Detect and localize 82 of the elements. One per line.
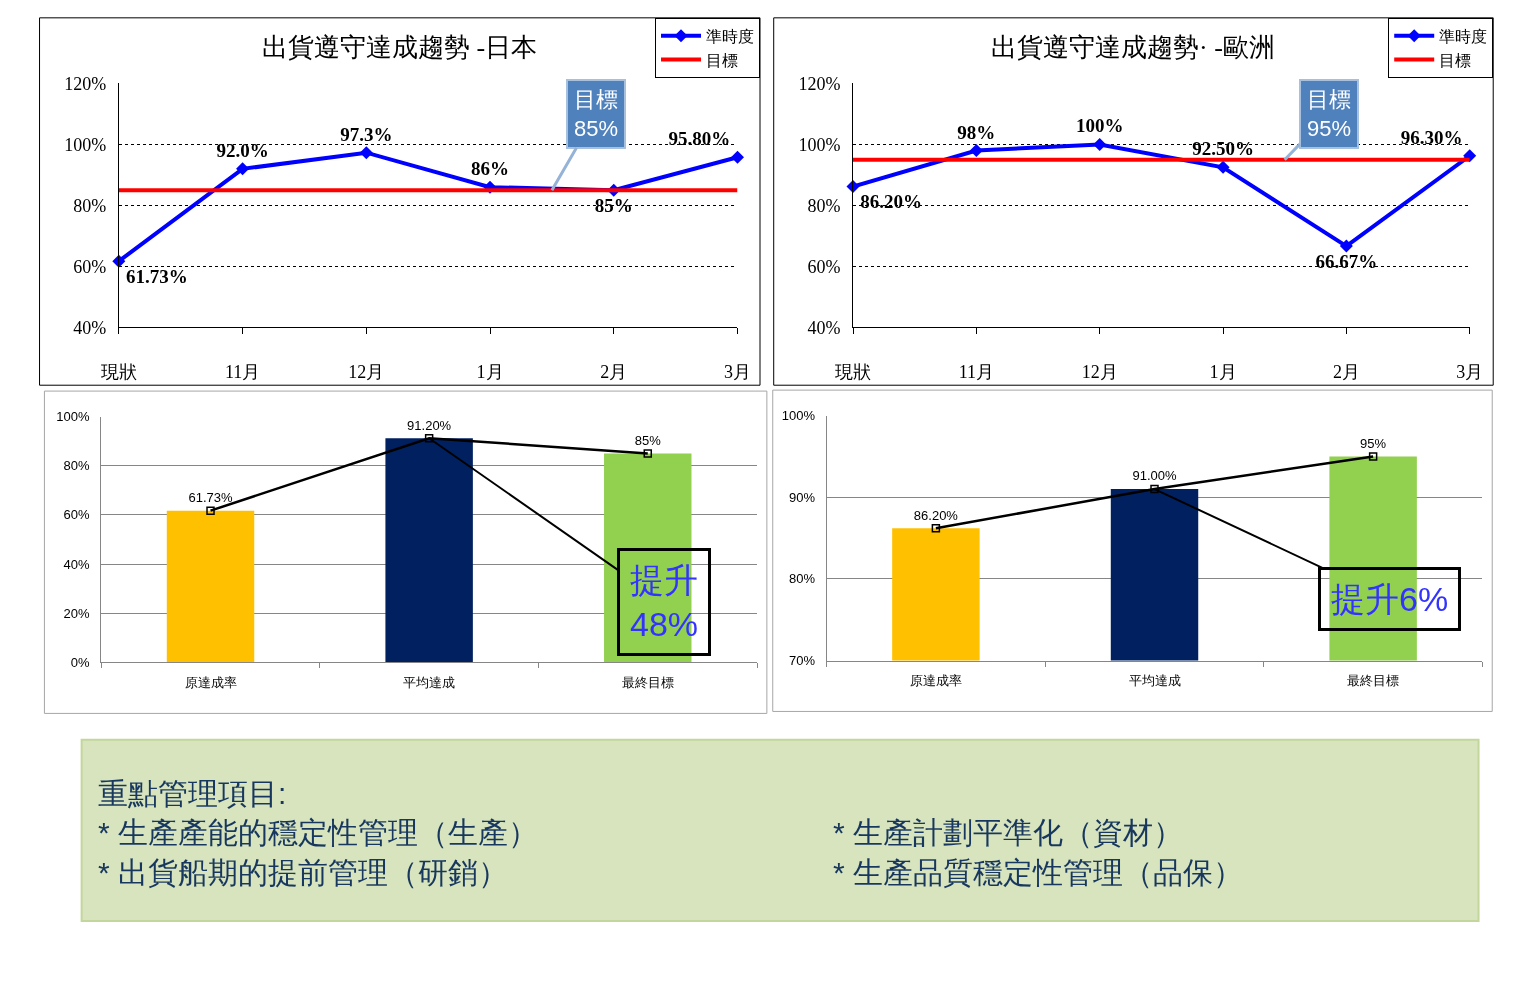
data-label: 85% [634, 432, 662, 448]
x-tick-label: 12月 [1081, 362, 1118, 383]
y-tick-label: 60% [73, 256, 107, 277]
annotation: 目標 85% [574, 87, 619, 141]
point [643, 449, 653, 458]
data-label: 91.00% [1132, 468, 1177, 484]
x-tick-label: 最終目標 [1347, 673, 1400, 689]
x-tick-label: 平均達成 [403, 675, 456, 691]
y-tick-label: 80% [63, 458, 91, 474]
point [424, 433, 434, 443]
x-tick-label: 12月 [348, 362, 385, 383]
x-tick-label: 最終目標 [621, 675, 674, 691]
text: * 生產計劃平準化（資材） [833, 816, 1184, 849]
y-tick-label: 120% [64, 73, 107, 94]
y-tick-label: 80% [788, 571, 816, 587]
data-label: 61.73% [188, 490, 233, 506]
y-tick-label: 100% [64, 134, 107, 155]
y-tick-label: 20% [63, 605, 91, 621]
x-tick-label: 現狀 [100, 362, 137, 383]
point [969, 144, 983, 158]
x-tick-label: 原達成率 [909, 673, 962, 689]
point [1216, 160, 1230, 174]
point [731, 150, 744, 164]
data-label: 86.20% [913, 507, 959, 523]
y-tick-label: 120% [798, 73, 841, 94]
legend-label: 目標 [1439, 51, 1472, 69]
legend-label: 準時度 [706, 27, 755, 45]
x-tick-label: 11月 [958, 362, 995, 383]
y-tick-label: 80% [807, 195, 841, 216]
bar [166, 510, 255, 663]
x-tick-label: 2月 [600, 362, 628, 383]
x-tick-label: 2月 [1332, 362, 1360, 383]
data-label: 86% [471, 158, 510, 180]
y-tick-label: 100% [56, 409, 91, 425]
x-tick-label: 1月 [1209, 362, 1237, 383]
x-tick-label: 11月 [224, 362, 261, 383]
point [931, 524, 941, 533]
y-tick-label: 90% [788, 489, 816, 505]
point [1150, 484, 1159, 494]
x-tick-label: 原達成率 [184, 675, 237, 691]
x-tick-label: 現狀 [835, 362, 872, 383]
y-tick-label: 40% [807, 317, 841, 338]
text: * 生產品質穩定性管理（品保） [833, 856, 1244, 889]
data-label: 95.80% [668, 128, 731, 150]
point [359, 146, 373, 160]
point [206, 506, 215, 515]
text: * 生產產能的穩定性管理（生產） [98, 816, 539, 849]
data-label: 97.3% [340, 123, 393, 145]
x-tick-label: 3月 [724, 362, 751, 383]
data-label: 61.73% [126, 265, 188, 287]
y-tick-label: 60% [807, 256, 841, 277]
x-tick-label: 平均達成 [1128, 673, 1181, 689]
data-label: 98% [957, 121, 996, 143]
annotation: 目標 95% [1307, 87, 1352, 141]
y-tick-label: 0% [70, 655, 91, 671]
data-label: 96.30% [1400, 126, 1463, 148]
data-label: 91.20% [407, 417, 452, 433]
data-label: 86.20% [860, 191, 923, 213]
y-tick-label: 40% [63, 556, 91, 572]
chart-title: 出貨遵守達成趨勢· -歐洲 [991, 33, 1275, 62]
point [1339, 239, 1353, 253]
bar [385, 438, 473, 663]
y-tick-label: 80% [73, 195, 107, 216]
data-label: 100% [1075, 115, 1124, 137]
y-tick-label: 100% [798, 134, 841, 155]
data-label: 92.50% [1192, 138, 1254, 160]
y-tick-label: 70% [788, 653, 816, 669]
legend-label: 準時度 [1439, 27, 1488, 45]
data-label: 95% [1360, 435, 1387, 451]
data-label: 92.0% [216, 139, 269, 161]
x-tick-label: 1月 [476, 362, 504, 383]
text: 重點管理項目: [98, 777, 287, 810]
y-tick-label: 40% [73, 317, 107, 338]
point [1093, 137, 1107, 151]
text: * 出貨船期的提前管理（研銷） [98, 856, 509, 889]
point [1368, 452, 1378, 461]
x-tick-label: 3月 [1456, 362, 1484, 383]
y-tick-label: 60% [63, 507, 91, 523]
legend-label: 目標 [706, 51, 739, 69]
y-tick-label: 100% [781, 408, 816, 424]
chart-title: 出貨遵守達成趨勢 -日本 [262, 33, 538, 62]
point [236, 162, 250, 176]
